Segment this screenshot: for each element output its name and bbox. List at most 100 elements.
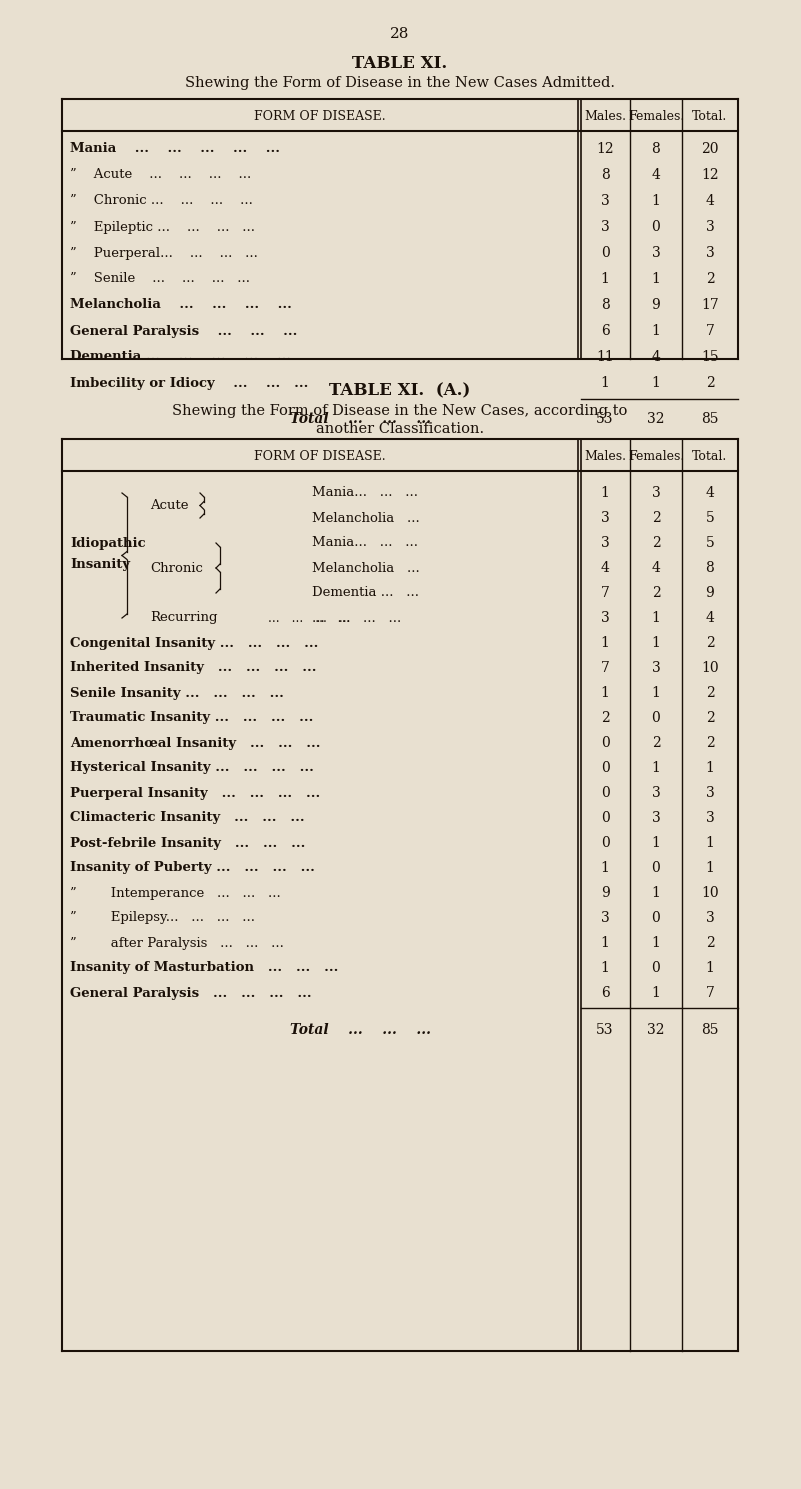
Text: ”    Chronic ...    ...    ...    ...: ” Chronic ... ... ... ... [70,195,253,207]
Text: ”        Epilepsy...   ...   ...   ...: ” Epilepsy... ... ... ... [70,911,255,925]
Text: 4: 4 [706,610,714,625]
Text: FORM OF DISEASE.: FORM OF DISEASE. [254,110,386,122]
Text: 3: 3 [706,246,714,261]
Text: Imbecility or Idiocy    ...    ...   ...: Imbecility or Idiocy ... ... ... [70,377,308,390]
Text: 8: 8 [652,141,660,156]
Text: Climacteric Insanity   ...   ...   ...: Climacteric Insanity ... ... ... [70,812,304,825]
Text: 5: 5 [706,536,714,549]
Text: Mania...   ...   ...: Mania... ... ... [312,536,418,549]
Text: 7: 7 [601,587,610,600]
Text: 1: 1 [651,686,661,700]
Text: 2: 2 [652,536,660,549]
Text: 12: 12 [701,168,718,182]
Text: Acute: Acute [150,499,188,512]
Text: 1: 1 [601,272,610,286]
Text: Males.: Males. [584,110,626,122]
Text: 0: 0 [601,761,610,774]
Text: 53: 53 [596,1023,614,1036]
Text: 4: 4 [651,350,661,363]
Text: 1: 1 [651,886,661,899]
Text: ...   ...   ...   ...: ... ... ... ... [312,612,401,624]
Text: Insanity of Puberty ...   ...   ...   ...: Insanity of Puberty ... ... ... ... [70,862,315,874]
Text: 3: 3 [601,911,610,925]
Text: Total.: Total. [692,450,727,463]
Text: Insanity: Insanity [70,558,130,570]
Text: 0: 0 [652,960,660,975]
Text: 1: 1 [706,861,714,876]
Text: 17: 17 [701,298,718,313]
Text: Insanity of Masturbation   ...   ...   ...: Insanity of Masturbation ... ... ... [70,962,338,974]
Text: Chronic: Chronic [150,561,203,575]
Text: Shewing the Form of Disease in the New Cases, according to: Shewing the Form of Disease in the New C… [172,404,628,418]
Text: 3: 3 [652,246,660,261]
Text: 3: 3 [652,786,660,800]
Text: 12: 12 [596,141,614,156]
Text: Dementia ...   ...: Dementia ... ... [312,587,419,600]
Text: 4: 4 [651,168,661,182]
Text: 0: 0 [652,220,660,234]
Text: 1: 1 [601,636,610,651]
Text: Recurring: Recurring [150,612,218,624]
Text: Melancholia   ...: Melancholia ... [312,561,420,575]
Text: 2: 2 [601,712,610,725]
Text: Dementia ...    ...    ...    ...    ...: Dementia ... ... ... ... ... [70,350,291,363]
Text: 2: 2 [706,712,714,725]
Text: 1: 1 [651,636,661,651]
Text: Amenorrhœal Insanity   ...   ...   ...: Amenorrhœal Insanity ... ... ... [70,737,320,749]
Text: ”        Intemperance   ...   ...   ...: ” Intemperance ... ... ... [70,886,280,899]
Text: 1: 1 [706,835,714,850]
Text: 7: 7 [706,986,714,1001]
Text: TABLE XI.: TABLE XI. [352,55,448,73]
Text: 0: 0 [652,861,660,876]
Text: ”    Puerperal...    ...    ...   ...: ” Puerperal... ... ... ... [70,247,258,259]
Text: 1: 1 [651,986,661,1001]
Text: 8: 8 [601,168,610,182]
Text: 1: 1 [706,960,714,975]
Text: 1: 1 [601,377,610,390]
Text: Melancholia   ...: Melancholia ... [312,512,420,524]
Text: 32: 32 [647,412,665,426]
Text: 85: 85 [701,1023,718,1036]
Text: 53: 53 [596,412,614,426]
Text: Total    ...    ...    ...: Total ... ... ... [289,1023,430,1036]
Text: 7: 7 [601,661,610,675]
Text: 1: 1 [601,485,610,500]
Text: 3: 3 [652,485,660,500]
Text: Mania    ...    ...    ...    ...    ...: Mania ... ... ... ... ... [70,143,280,155]
Text: 3: 3 [706,911,714,925]
Text: 15: 15 [701,350,718,363]
Text: 1: 1 [651,610,661,625]
Text: 0: 0 [601,835,610,850]
Text: 0: 0 [601,246,610,261]
Text: 1: 1 [601,861,610,876]
Text: 2: 2 [706,686,714,700]
Text: 3: 3 [652,812,660,825]
Text: 3: 3 [652,661,660,675]
Text: 1: 1 [651,761,661,774]
Text: Idiopathic: Idiopathic [70,538,146,549]
Text: 1: 1 [706,761,714,774]
Text: ”        after Paralysis   ...   ...   ...: ” after Paralysis ... ... ... [70,937,284,950]
Text: 0: 0 [601,736,610,750]
Text: Total    ...    ...    ...: Total ... ... ... [289,412,430,426]
Text: 10: 10 [701,886,718,899]
Text: General Paralysis    ...    ...    ...: General Paralysis ... ... ... [70,325,297,338]
Text: ...   ...   ...   ...: ... ... ... ... [268,612,351,624]
Text: 8: 8 [706,561,714,575]
Text: 3: 3 [706,220,714,234]
Text: 1: 1 [651,272,661,286]
Text: another Classification.: another Classification. [316,421,484,436]
Text: 1: 1 [601,937,610,950]
Text: 0: 0 [652,712,660,725]
Text: Mania...   ...   ...: Mania... ... ... [312,487,418,499]
Text: Traumatic Insanity ...   ...   ...   ...: Traumatic Insanity ... ... ... ... [70,712,313,725]
Text: 3: 3 [706,812,714,825]
Text: 7: 7 [706,325,714,338]
Text: 0: 0 [601,786,610,800]
Text: 1: 1 [651,835,661,850]
Text: 2: 2 [652,736,660,750]
Text: 1: 1 [601,960,610,975]
Text: Inherited Insanity   ...   ...   ...   ...: Inherited Insanity ... ... ... ... [70,661,316,675]
Text: 2: 2 [706,636,714,651]
Text: 6: 6 [601,986,610,1001]
